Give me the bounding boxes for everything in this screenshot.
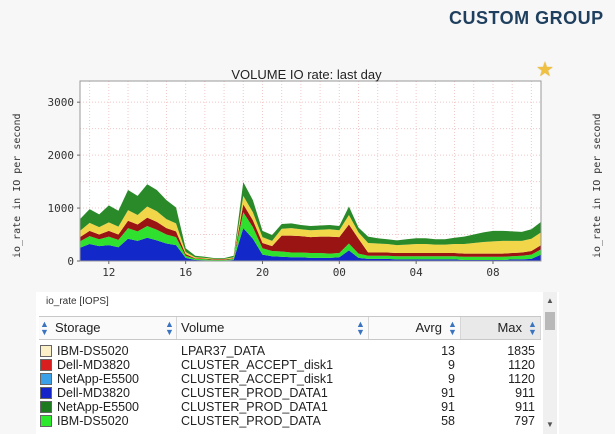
max-cell: 911 [515,400,535,414]
x-tick-label: 12 [102,266,115,279]
column-header-label: Avrg [415,320,443,335]
chart-panel: VOLUME IO rate: last day 3000 2000 1000 0 12 1… [0,60,615,290]
volume-cell: LPAR37_DATA [181,344,266,358]
x-tick-label: 20 [256,266,269,279]
color-swatch [40,373,52,385]
avrg-cell: 9 [448,372,455,386]
volume-cell: CLUSTER_PROD_DATA1 [181,400,328,414]
sort-icon[interactable]: ▲ ▼ [165,319,174,337]
column-header-max[interactable]: Max ▲ ▼ [461,317,541,339]
x-tick-label: 16 [179,266,192,279]
table-row[interactable]: Dell-MD3820 CLUSTER_PROD_DATA1 91 911 [39,386,541,400]
column-header-volume[interactable]: ▲ ▼ Volume ▲ ▼ [165,317,369,339]
avrg-cell: 91 [441,386,455,400]
avrg-cell: 58 [441,414,455,428]
plot-frame [79,80,542,262]
avrg-cell: 13 [441,344,455,358]
area-series-0 [80,228,541,261]
volume-cell: CLUSTER_PROD_DATA1 [181,386,328,400]
storage-cell: IBM-DS5020 [57,344,129,358]
metric-label: io_rate [IOPS] [46,296,109,307]
star-icon[interactable]: ★ [536,59,554,81]
area-series-4 [80,182,541,259]
chart-ylabel-right: io_rate in IO per second [592,113,603,259]
scroll-up-icon[interactable]: ▲ [546,296,554,305]
avrg-cell: 91 [441,400,455,414]
table-row[interactable]: NetApp-E5500 CLUSTER_PROD_DATA1 91 911 [39,400,541,414]
max-cell: 1835 [507,344,535,358]
column-header-label: Storage [55,320,101,335]
x-tick-label: 08 [486,266,499,279]
color-swatch [40,387,52,399]
area-series-2 [80,204,541,260]
y-tick-label: 1000 [48,202,75,215]
area-series-1 [80,212,541,261]
table-row[interactable]: Dell-MD3820 CLUSTER_ACCEPT_disk1 9 1120 [39,358,541,372]
table-row[interactable]: IBM-DS5020 CLUSTER_PROD_DATA 58 797 [39,414,541,428]
table-row[interactable]: IBM-DS5020 LPAR37_DATA 13 1835 [39,344,541,358]
storage-cell: Dell-MD3820 [57,386,130,400]
sort-icon[interactable]: ▲ ▼ [528,319,537,337]
max-cell: 1120 [508,358,535,372]
color-swatch [40,345,52,357]
scroll-down-icon[interactable]: ▼ [546,420,554,429]
page-title: CUSTOM GROUP [449,8,604,28]
table-row[interactable]: NetApp-E5500 CLUSTER_ACCEPT_disk1 9 1120 [39,372,541,386]
storage-cell: IBM-DS5020 [57,414,129,428]
volume-cell: CLUSTER_ACCEPT_disk1 [181,372,334,386]
chart-title: VOLUME IO rate: last day [231,67,382,82]
volume-cell: CLUSTER_ACCEPT_disk1 [181,358,334,372]
sort-icon[interactable]: ▲ ▼ [40,319,49,337]
y-tick-label: 2000 [48,149,75,162]
y-tick-label: 0 [67,255,74,268]
scroll-thumb[interactable] [545,312,555,330]
column-header-label: Max [497,320,522,335]
column-header-label: Volume [181,320,225,335]
column-header-storage[interactable]: ▲ ▼ Storage [39,317,177,339]
table-scrollbar[interactable]: ▲ ▼ [543,292,557,434]
column-header-avrg[interactable]: Avrg ▲ ▼ [369,317,461,339]
table-body: IBM-DS5020 LPAR37_DATA 13 1835 Dell-MD38… [39,344,541,428]
max-cell: 1120 [508,372,535,386]
max-cell: 911 [515,386,535,400]
area-series-3 [80,195,541,260]
color-swatch [40,401,52,413]
x-tick-label: 00 [333,266,346,279]
chart-ylabel-left: io_rate in IO per second [12,113,23,259]
volume-cell: CLUSTER_PROD_DATA [181,414,321,428]
table-header: ▲ ▼ Storage ▲ ▼ Volume ▲ ▼ Avrg ▲ ▼ Max ▲ ▼ [39,316,541,340]
storage-cell: Dell-MD3820 [57,358,130,372]
color-swatch [40,415,52,427]
y-tick-label: 3000 [48,96,75,109]
color-swatch [40,359,52,371]
data-table: io_rate [IOPS] ▲ ▼ Storage ▲ ▼ Volume ▲ ▼ A… [36,292,559,434]
x-tick-label: 04 [410,266,424,279]
sort-icon[interactable]: ▲ ▼ [356,319,365,337]
sort-icon[interactable]: ▲ ▼ [448,319,457,337]
max-cell: 797 [514,414,535,428]
storage-cell: NetApp-E5500 [57,400,140,414]
avrg-cell: 9 [448,358,455,372]
storage-cell: NetApp-E5500 [57,372,140,386]
